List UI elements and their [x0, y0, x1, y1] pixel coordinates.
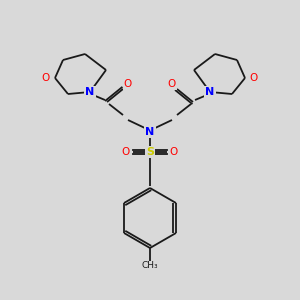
Text: N: N — [85, 87, 94, 97]
Text: N: N — [146, 127, 154, 137]
Text: O: O — [122, 147, 130, 157]
Text: N: N — [206, 87, 214, 97]
Text: O: O — [124, 79, 132, 89]
Text: S: S — [146, 147, 154, 157]
Text: O: O — [42, 73, 50, 83]
Text: O: O — [168, 79, 176, 89]
Text: O: O — [250, 73, 258, 83]
Text: O: O — [170, 147, 178, 157]
Text: CH₃: CH₃ — [142, 262, 158, 271]
